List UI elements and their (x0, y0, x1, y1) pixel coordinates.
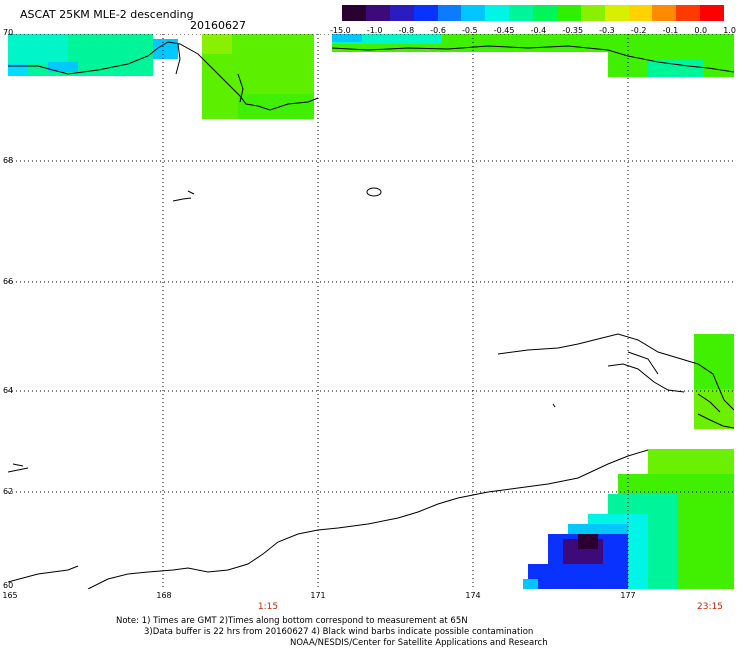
scale-label: -1.0 (366, 26, 383, 35)
lon-label-168: 168 (156, 591, 172, 600)
lon-label-174: 174 (465, 591, 481, 600)
note-line-1: Note: 1) Times are GMT 2)Times along bot… (116, 616, 468, 626)
scale-label: -15.0 (330, 26, 351, 35)
map-area (8, 34, 734, 589)
color-scale-bar (342, 5, 724, 21)
color-swatch (342, 5, 366, 21)
scale-label: -0.4 (530, 26, 547, 35)
lat-label-60: 60 (3, 581, 14, 590)
lat-label-70: 70 (3, 28, 14, 37)
color-swatch (533, 5, 557, 21)
scale-label: -0.45 (493, 26, 515, 35)
color-swatch (556, 5, 581, 21)
coastlines (8, 41, 734, 589)
color-swatch (413, 5, 438, 21)
lat-lon-grid (8, 34, 734, 589)
scale-label: -0.6 (430, 26, 446, 35)
lon-label-177: 177 (620, 591, 636, 600)
color-swatch (604, 5, 629, 21)
color-scale-labels: -15.0 -1.0 -0.8 -0.6 -0.5 -0.45 -0.4 -0.… (330, 26, 736, 36)
note-line-3: NOAA/NESDIS/Center for Satellite Applica… (290, 638, 548, 648)
lon-label-165: 165 (2, 591, 18, 600)
color-swatch (485, 5, 510, 21)
scale-label: -0.35 (562, 26, 584, 35)
scale-label: -0.1 (662, 26, 679, 35)
color-swatch (628, 5, 653, 21)
scale-label: -0.3 (599, 26, 615, 35)
time-label-left: 1:15 (257, 602, 279, 612)
lon-label-171: 171 (310, 591, 326, 600)
color-swatch (580, 5, 605, 21)
color-swatch (652, 5, 677, 21)
color-swatch (437, 5, 462, 21)
product-date: 20160627 (190, 19, 246, 32)
lat-label-68: 68 (3, 156, 14, 165)
time-label-right: 23:15 (697, 602, 723, 612)
color-swatch (509, 5, 533, 21)
color-swatch (700, 5, 724, 21)
scale-label: -0.5 (462, 26, 478, 35)
lat-label-62: 62 (3, 487, 14, 496)
wind-data-swaths (8, 34, 734, 589)
color-swatch (389, 5, 414, 21)
color-swatch (461, 5, 486, 21)
scale-label: -0.2 (630, 26, 647, 35)
scale-label: -0.8 (398, 26, 415, 35)
color-swatch (365, 5, 390, 21)
scale-label: 1.0 (723, 26, 736, 35)
scale-label: 0.0 (694, 26, 708, 35)
lat-label-64: 64 (3, 386, 14, 395)
note-line-2: 3)Data buffer is 22 hrs from 20160627 4)… (144, 627, 534, 637)
color-swatch (676, 5, 701, 21)
lat-label-66: 66 (3, 277, 14, 286)
product-title: ASCAT 25KM MLE-2 descending (20, 8, 194, 21)
